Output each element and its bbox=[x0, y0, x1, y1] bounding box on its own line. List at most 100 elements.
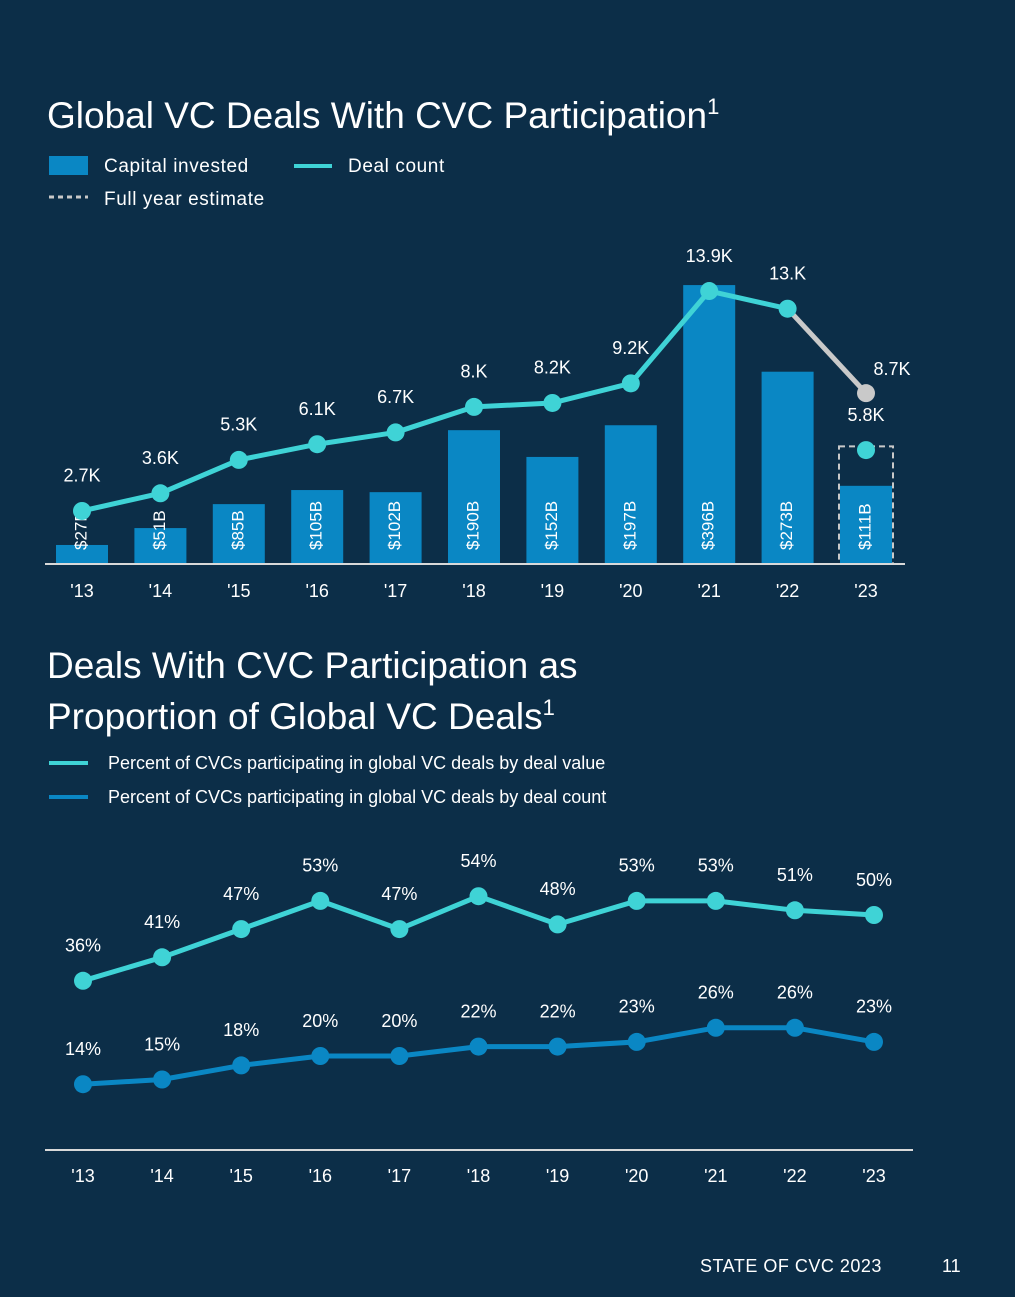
bar bbox=[761, 371, 814, 564]
bar-label: $105B bbox=[307, 501, 326, 550]
x-tick-label: '18 bbox=[462, 581, 485, 601]
x-tick-label: '20 bbox=[619, 581, 642, 601]
footnote-mark: 1 bbox=[542, 695, 555, 720]
legend-label: Capital invested bbox=[104, 156, 249, 177]
line-point bbox=[706, 891, 725, 910]
point-label: 41% bbox=[144, 912, 180, 932]
x-tick-label: '15 bbox=[229, 1166, 252, 1186]
line-point bbox=[153, 1070, 172, 1089]
x-tick-label: '23 bbox=[854, 581, 877, 601]
line-series bbox=[82, 1025, 875, 1087]
bar bbox=[683, 285, 736, 564]
bar bbox=[840, 485, 892, 564]
line-point bbox=[857, 441, 875, 460]
line-point bbox=[311, 1047, 330, 1065]
x-tick-label: '16 bbox=[305, 581, 328, 601]
point-label: 50% bbox=[856, 870, 892, 890]
line-point bbox=[865, 906, 883, 924]
bar bbox=[448, 430, 500, 564]
point-label: 47% bbox=[223, 884, 259, 904]
point-label: 53% bbox=[619, 856, 655, 876]
bar-label: $111B bbox=[855, 503, 874, 550]
x-tick-label: '17 bbox=[388, 1166, 411, 1186]
chart-title: Global VC Deals With CVC Participation bbox=[47, 95, 708, 136]
line-point bbox=[621, 374, 640, 393]
point-label: 13.K bbox=[769, 263, 806, 283]
point-label: 23% bbox=[856, 997, 892, 1017]
line-point bbox=[390, 920, 409, 939]
bar-label: $273B bbox=[777, 501, 796, 550]
line-point bbox=[548, 1037, 567, 1056]
point-label: 26% bbox=[777, 983, 813, 1003]
estimate-label: 8.7K bbox=[873, 359, 910, 379]
x-tick-label: '13 bbox=[71, 1166, 94, 1186]
chart-title: Deals With CVC Participation as Proporti… bbox=[47, 645, 578, 737]
point-label: 51% bbox=[777, 865, 813, 885]
point-label: 14% bbox=[65, 1039, 101, 1059]
estimate-point bbox=[857, 384, 875, 403]
line-point bbox=[700, 282, 719, 301]
x-tick-label: '21 bbox=[704, 1166, 727, 1186]
line-point bbox=[232, 1056, 251, 1075]
point-label: 8.K bbox=[460, 362, 487, 382]
x-tick-label: '14 bbox=[149, 581, 172, 601]
line-series bbox=[81, 288, 789, 514]
line-point bbox=[778, 299, 797, 318]
point-label: 5.3K bbox=[220, 415, 257, 435]
point-label: 36% bbox=[65, 936, 101, 956]
estimate-box bbox=[838, 445, 894, 565]
x-tick-label: '22 bbox=[783, 1166, 806, 1186]
point-label: 22% bbox=[460, 1001, 496, 1021]
bar-label: $85B bbox=[228, 510, 247, 550]
point-label: 3.6K bbox=[142, 448, 179, 468]
line-point bbox=[469, 887, 488, 906]
x-tick-label: '14 bbox=[150, 1166, 173, 1186]
x-tick-label: '17 bbox=[384, 581, 407, 601]
bar-label: $396B bbox=[699, 501, 718, 550]
x-tick-label: '22 bbox=[776, 581, 799, 601]
bar-label: $102B bbox=[385, 501, 404, 550]
x-tick-label: '18 bbox=[467, 1166, 490, 1186]
point-label: 6.1K bbox=[299, 399, 336, 419]
bar bbox=[291, 490, 344, 564]
line-point bbox=[311, 891, 330, 910]
line-point bbox=[627, 1032, 646, 1051]
footnote-mark: 1 bbox=[707, 94, 720, 119]
line-point bbox=[706, 1018, 725, 1037]
line-point bbox=[390, 1047, 409, 1065]
point-label: 6.7K bbox=[377, 387, 414, 407]
legend-label: Deal count bbox=[348, 156, 445, 177]
bar-label: $190B bbox=[463, 501, 482, 550]
line-point bbox=[465, 397, 483, 416]
point-label: 9.2K bbox=[612, 338, 649, 358]
bar bbox=[369, 492, 422, 564]
point-label: 2.7K bbox=[63, 466, 100, 486]
point-label: 15% bbox=[144, 1034, 180, 1054]
point-label: 48% bbox=[540, 879, 576, 899]
estimate-line bbox=[785, 307, 868, 395]
point-label: 20% bbox=[302, 1011, 338, 1031]
bar-label: $152B bbox=[542, 501, 561, 550]
point-label: 23% bbox=[619, 997, 655, 1017]
legend-swatch bbox=[49, 156, 88, 175]
bar bbox=[212, 504, 265, 564]
line-point bbox=[543, 393, 562, 412]
point-label: 8.2K bbox=[534, 358, 571, 378]
bar bbox=[526, 456, 579, 564]
bar bbox=[604, 425, 657, 564]
line-point bbox=[153, 948, 172, 967]
point-label: 20% bbox=[381, 1011, 417, 1031]
x-tick-label: '21 bbox=[697, 581, 720, 601]
point-label: 18% bbox=[223, 1020, 259, 1040]
legend-label: Percent of CVCs participating in global … bbox=[108, 787, 606, 807]
line-point bbox=[785, 901, 804, 920]
legend-label: Full year estimate bbox=[104, 189, 265, 210]
line-point bbox=[627, 891, 646, 910]
point-label: 54% bbox=[460, 851, 496, 871]
line-series bbox=[82, 893, 875, 984]
line-point bbox=[232, 920, 251, 939]
legend-label: Percent of CVCs participating in global … bbox=[108, 753, 605, 773]
line-point bbox=[548, 915, 567, 934]
bar-label: $197B bbox=[620, 501, 639, 550]
